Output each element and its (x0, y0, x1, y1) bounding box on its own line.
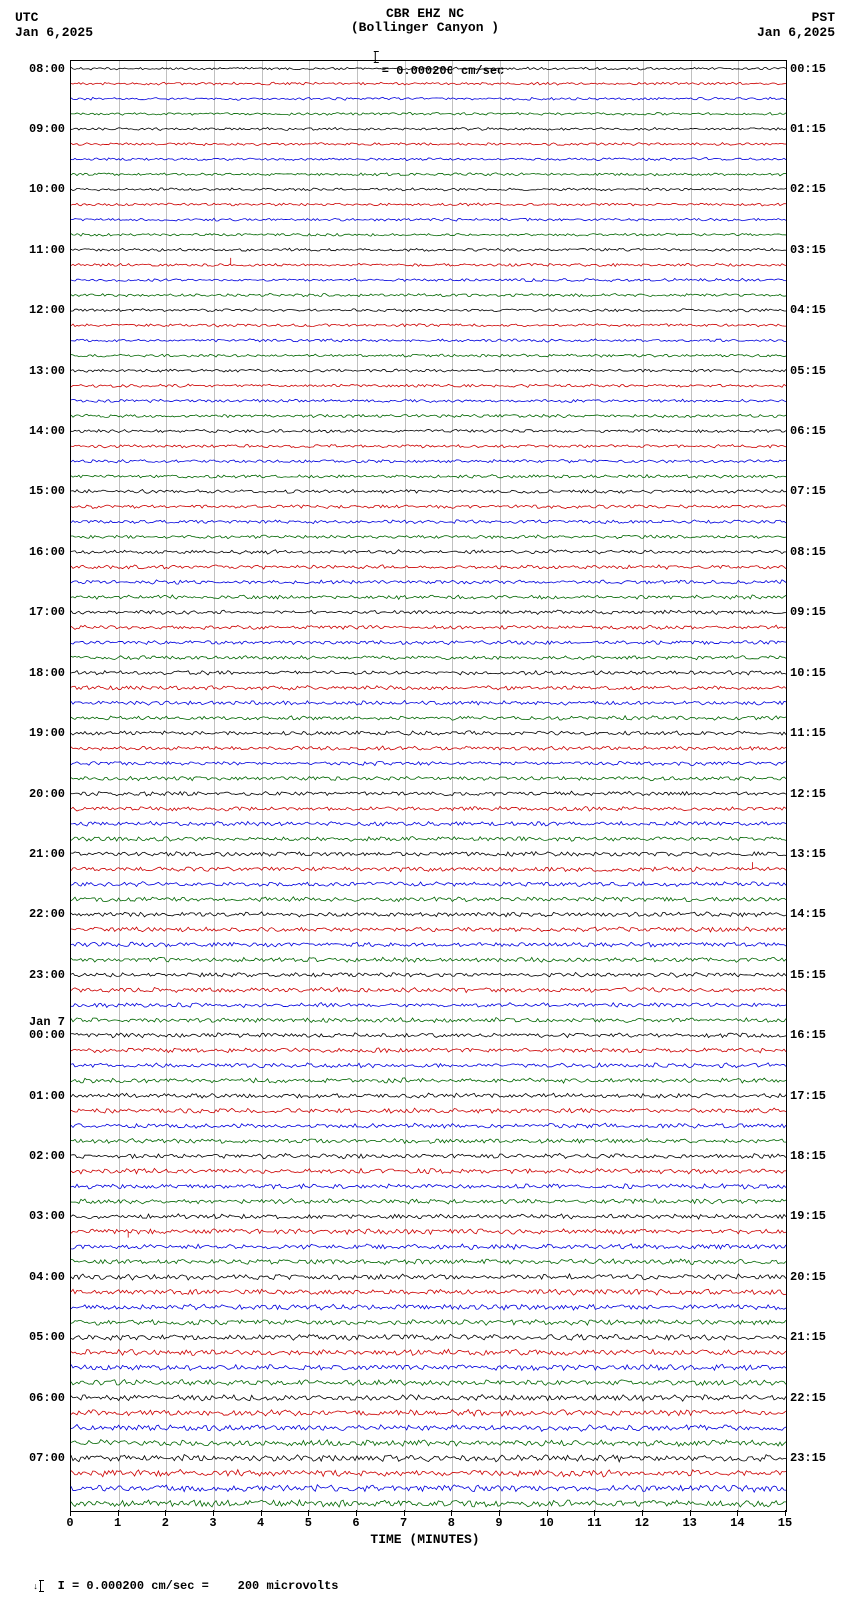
utc-midnight-date: Jan 7 (29, 1015, 65, 1029)
utc-hour-label: 12:00 (29, 303, 65, 317)
utc-hour-label: 17:00 (29, 605, 65, 619)
xtick-label: 6 (352, 1516, 359, 1530)
utc-hour-label: 04:00 (29, 1270, 65, 1284)
pst-hour-label: 13:15 (790, 847, 826, 861)
station-code: CBR EHZ NC (386, 6, 464, 21)
plot-area (70, 60, 787, 1512)
pst-hour-label: 18:15 (790, 1149, 826, 1163)
xtick-label: 7 (400, 1516, 407, 1530)
utc-hour-label: 14:00 (29, 424, 65, 438)
pst-hour-label: 02:15 (790, 182, 826, 196)
pst-hour-label: 14:15 (790, 907, 826, 921)
utc-hour-label: 05:00 (29, 1330, 65, 1344)
xtick-label: 4 (257, 1516, 264, 1530)
station-location: (Bollinger Canyon ) (351, 20, 499, 35)
utc-hour-label: 13:00 (29, 364, 65, 378)
footer-text: I = 0.000200 cm/sec = 200 microvolts (43, 1579, 338, 1593)
xtick-label: 14 (730, 1516, 744, 1530)
utc-zone-label: UTC (15, 10, 38, 25)
pst-hour-label: 15:15 (790, 968, 826, 982)
pst-hour-label: 05:15 (790, 364, 826, 378)
pst-date-label: Jan 6,2025 (757, 25, 835, 40)
utc-hour-label: 21:00 (29, 847, 65, 861)
utc-hour-label: 22:00 (29, 907, 65, 921)
pst-hour-label: 00:15 (790, 62, 826, 76)
pst-hour-label: 10:15 (790, 666, 826, 680)
xtick-label: 12 (635, 1516, 649, 1530)
utc-hour-label: 19:00 (29, 726, 65, 740)
seismic-trace (71, 61, 786, 1511)
utc-hour-label: 11:00 (29, 243, 65, 257)
xtick-label: 11 (587, 1516, 601, 1530)
pst-hour-label: 16:15 (790, 1028, 826, 1042)
seismogram-container: UTC Jan 6,2025 CBR EHZ NC (Bollinger Can… (0, 0, 850, 1584)
xtick-label: 2 (162, 1516, 169, 1530)
utc-hour-label: 07:00 (29, 1451, 65, 1465)
utc-date-label: Jan 6,2025 (15, 25, 93, 40)
pst-hour-label: 21:15 (790, 1330, 826, 1344)
pst-hour-label: 22:15 (790, 1391, 826, 1405)
pst-hour-label: 06:15 (790, 424, 826, 438)
pst-hour-label: 07:15 (790, 484, 826, 498)
pst-hour-label: 23:15 (790, 1451, 826, 1465)
utc-hour-label: 16:00 (29, 545, 65, 559)
xtick-label: 0 (66, 1516, 73, 1530)
utc-hour-label: 10:00 (29, 182, 65, 196)
utc-hour-label: 03:00 (29, 1209, 65, 1223)
pst-hour-label: 17:15 (790, 1089, 826, 1103)
xtick-label: 1 (114, 1516, 121, 1530)
pst-hour-label: 20:15 (790, 1270, 826, 1284)
utc-hour-label: 02:00 (29, 1149, 65, 1163)
pst-hour-label: 09:15 (790, 605, 826, 619)
pst-hour-label: 19:15 (790, 1209, 826, 1223)
pst-hour-label: 08:15 (790, 545, 826, 559)
utc-hour-label: 01:00 (29, 1089, 65, 1103)
utc-hour-label: 20:00 (29, 787, 65, 801)
utc-hour-label: 18:00 (29, 666, 65, 680)
pst-hour-label: 12:15 (790, 787, 826, 801)
pst-hour-label: 11:15 (790, 726, 826, 740)
pst-hour-label: 04:15 (790, 303, 826, 317)
pst-hour-label: 01:15 (790, 122, 826, 136)
pst-hour-label: 03:15 (790, 243, 826, 257)
utc-hour-label: 06:00 (29, 1391, 65, 1405)
pst-zone-label: PST (812, 10, 835, 25)
footer-note: ↓ I = 0.000200 cm/sec = 200 microvolts (4, 1565, 338, 1607)
xtick-label: 9 (495, 1516, 502, 1530)
xtick-label: 10 (539, 1516, 553, 1530)
utc-hour-label: 00:00 (29, 1028, 65, 1042)
utc-hour-label: 08:00 (29, 62, 65, 76)
xtick-label: 13 (682, 1516, 696, 1530)
x-axis-label: TIME (MINUTES) (370, 1532, 479, 1547)
xtick-label: 3 (209, 1516, 216, 1530)
utc-hour-label: 09:00 (29, 122, 65, 136)
xtick-label: 8 (448, 1516, 455, 1530)
xtick-label: 15 (778, 1516, 792, 1530)
xtick-label: 5 (305, 1516, 312, 1530)
utc-hour-label: 23:00 (29, 968, 65, 982)
utc-hour-label: 15:00 (29, 484, 65, 498)
footer-scale-bar-icon (40, 1581, 41, 1591)
